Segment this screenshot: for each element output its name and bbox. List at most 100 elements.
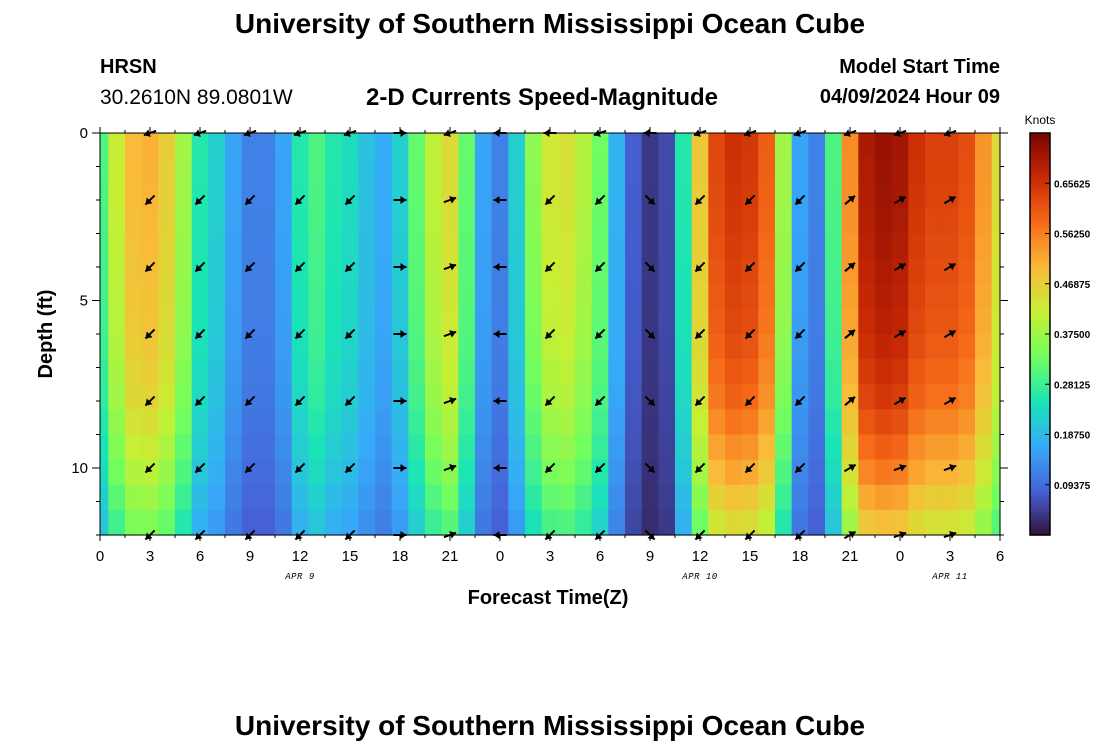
heatmap-cell	[125, 334, 143, 360]
heatmap-cell	[275, 434, 293, 461]
current-vector-arrow	[194, 462, 206, 474]
x-tick-label: 15	[742, 548, 759, 565]
heatmap-cell	[975, 434, 993, 461]
heatmap-cell	[975, 509, 993, 536]
heatmap-cell	[508, 459, 526, 486]
colorbar-segment	[1030, 521, 1050, 526]
current-vector-arrow	[294, 194, 306, 206]
heatmap-cell	[425, 158, 443, 184]
heatmap-cell	[975, 158, 993, 184]
colorbar-segment	[1030, 166, 1050, 171]
heatmap-cell	[341, 484, 359, 511]
heatmap-cell	[891, 459, 909, 486]
x-tick-label: 0	[96, 548, 104, 565]
heatmap-cell	[658, 409, 676, 436]
current-vector-arrow	[644, 462, 656, 474]
colorbar-segment	[1030, 146, 1050, 151]
heatmap-cell	[841, 258, 859, 285]
heatmap-cell	[691, 434, 709, 461]
heatmap-cell	[908, 359, 926, 385]
colorbar-segment	[1030, 230, 1050, 235]
current-vector-arrow	[893, 262, 907, 272]
colorbar-segment	[1030, 511, 1050, 516]
heatmap-cell	[100, 484, 109, 511]
heatmap-cell	[958, 233, 976, 260]
vector-head	[400, 263, 407, 271]
colorbar-segment	[1030, 287, 1050, 292]
current-vector-arrow	[544, 261, 556, 273]
heatmap-cell	[158, 258, 176, 285]
heatmap-cell	[875, 258, 893, 285]
colorbar-segment	[1030, 260, 1050, 265]
heatmap-cell	[675, 233, 693, 260]
heatmap-cell	[441, 409, 459, 436]
heatmap-cell	[341, 133, 359, 159]
colorbar-segment	[1030, 203, 1050, 208]
heatmap-cell	[758, 308, 776, 335]
heatmap-cell	[425, 208, 443, 235]
current-vector-arrow	[244, 462, 256, 474]
heatmap-cell	[125, 308, 143, 335]
heatmap-cell	[941, 484, 959, 511]
heatmap-cell	[341, 409, 359, 436]
heatmap-cell	[375, 434, 393, 461]
heatmap-cell	[541, 158, 559, 184]
heatmap-cell	[391, 359, 409, 385]
heatmap-cell	[391, 208, 409, 235]
heatmap-cell	[675, 158, 693, 184]
heatmap-cell	[208, 258, 226, 285]
heatmap-cell	[708, 459, 726, 486]
heatmap-cell	[158, 133, 176, 159]
colorbar-segment	[1030, 243, 1050, 248]
heatmap-cell	[708, 334, 726, 360]
current-vector-arrow	[943, 262, 957, 272]
x-axis-title: Forecast Time(Z)	[468, 587, 629, 609]
heatmap-cell	[558, 359, 576, 385]
heatmap-cell	[875, 158, 893, 184]
current-vector-arrow	[244, 328, 256, 340]
current-vector-arrow	[244, 395, 256, 407]
heatmap-cell	[508, 233, 526, 260]
colorbar-segment	[1030, 210, 1050, 214]
heatmap-cell	[325, 359, 343, 385]
vector-head	[545, 532, 553, 540]
heatmap-cell	[641, 459, 659, 486]
heatmap-cell	[658, 283, 676, 310]
colorbar-segment	[1030, 444, 1050, 449]
vector-head	[899, 464, 907, 472]
heatmap-cell	[275, 509, 293, 536]
heatmap-cell	[908, 509, 926, 536]
heatmap-cell	[291, 434, 309, 461]
heatmap-cell	[558, 409, 576, 436]
heatmap-cell	[475, 434, 493, 461]
heatmap-cell	[991, 283, 1001, 310]
vector-head	[345, 197, 353, 205]
heatmap-cell	[391, 334, 409, 360]
heatmap-cell	[641, 258, 659, 285]
heatmap-cell	[758, 258, 776, 285]
heatmap-cell	[108, 384, 126, 410]
heatmap-cell	[341, 334, 359, 360]
heatmap-cell	[591, 183, 609, 209]
vector-head	[493, 330, 500, 338]
heatmap-cell	[875, 133, 893, 159]
heatmap-cell	[408, 258, 426, 285]
heatmap-cell	[575, 359, 593, 385]
heatmap-cell	[791, 308, 809, 335]
vector-head	[695, 331, 703, 339]
vector-head	[493, 196, 500, 204]
heatmap-cell	[725, 484, 743, 511]
colorbar-segment	[1030, 270, 1050, 275]
heatmap-cell	[591, 283, 609, 310]
vector-head	[795, 264, 803, 272]
heatmap-cell	[458, 283, 476, 310]
current-vector-arrow	[943, 329, 957, 339]
vector-head	[545, 465, 553, 473]
vector-head	[345, 331, 353, 339]
heatmap-cell	[958, 158, 976, 184]
vector-head	[795, 465, 803, 473]
heatmap-cell	[125, 283, 143, 310]
heatmap-cell	[491, 384, 509, 410]
heatmap-cell	[375, 158, 393, 184]
heatmap-cell	[458, 133, 476, 159]
